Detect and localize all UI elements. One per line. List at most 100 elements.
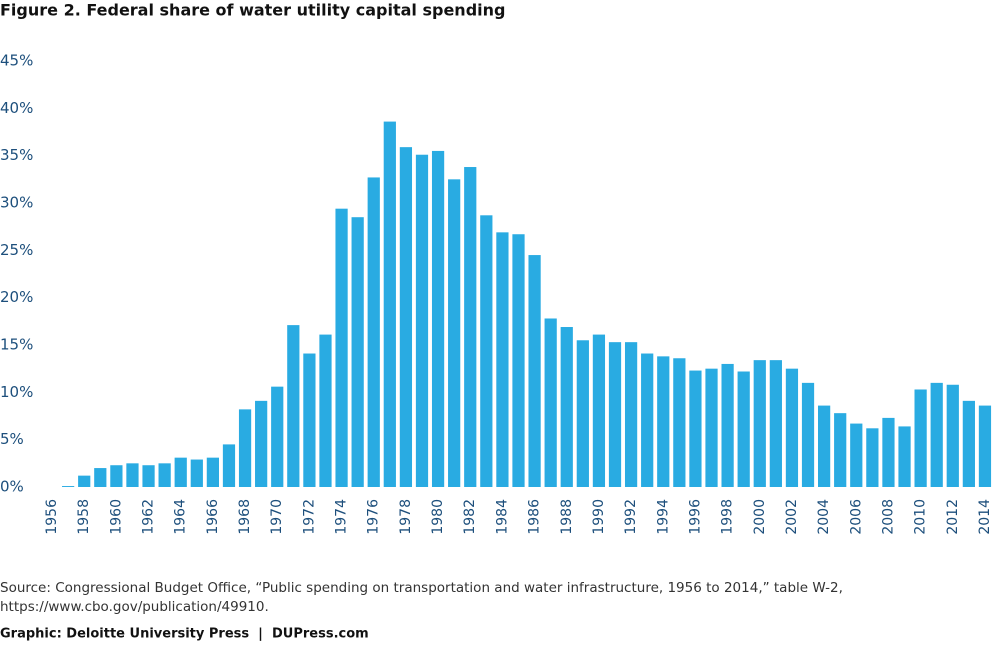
x-tick-label: 1964 [173,499,189,535]
bar [206,457,220,487]
bar [705,368,718,487]
bar [801,382,815,487]
bar [238,409,252,487]
bar [850,423,863,487]
bar [657,356,670,487]
bar [544,318,557,487]
source-line: https://www.cbo.gov/publication/49910. [0,599,269,615]
bar [271,386,284,487]
x-tick-label: 1986 [527,499,543,535]
x-tick-label: 1998 [720,499,736,535]
bar [78,475,91,487]
bar [303,353,316,487]
bar [721,363,734,487]
x-tick-label: 2014 [977,499,993,535]
y-tick-label: 0% [0,478,24,496]
x-tick-label: 1982 [462,499,478,535]
credit: Graphic: Deloitte University Press | DUP… [0,627,369,642]
bar [126,463,139,487]
x-tick-label: 1976 [366,499,382,535]
bar [94,468,107,487]
y-tick-label: 20% [0,288,33,306]
x-tick-label: 1996 [687,499,703,535]
x-tick-label: 1970 [269,499,285,535]
bar [560,327,573,487]
x-tick-label: 2000 [752,499,768,535]
x-tick-label: 2006 [848,499,864,535]
bar [174,457,187,487]
bar [464,167,477,487]
y-tick-label: 30% [0,194,33,212]
bar [448,179,461,488]
bar [641,353,654,487]
bar [110,465,123,487]
bar [576,340,589,487]
bar [399,147,413,487]
x-tick-label: 1988 [559,499,575,535]
bar [62,486,75,487]
y-tick-label: 25% [0,241,33,259]
y-tick-label: 35% [0,146,33,164]
source-line: Source: Congressional Budget Office, “Pu… [0,580,843,596]
x-tick-label: 1980 [430,499,446,535]
x-tick-label: 2002 [784,499,800,535]
bar [882,417,895,487]
x-tick-label: 1962 [141,499,157,535]
x-tick-label: 1978 [398,499,414,535]
y-tick-label: 10% [0,383,33,401]
chart-title: Figure 2. Federal share of water utility… [0,1,505,20]
bar [528,255,541,487]
bar [383,121,396,487]
bar [946,384,959,487]
bar [158,463,171,487]
bar [190,459,203,487]
x-tick-label: 1992 [623,499,639,535]
bar [319,334,332,487]
bar [737,371,750,487]
bar [335,208,348,487]
x-tick-label: 2010 [913,499,929,535]
bar [914,389,927,487]
bar [512,234,525,487]
bar [930,382,943,487]
x-tick-label: 1966 [205,499,221,535]
bar [898,426,911,487]
bar [431,150,445,487]
bar [255,400,268,487]
bar [367,177,380,487]
x-tick-label: 2012 [945,499,961,535]
bar [624,342,638,487]
bar [351,217,364,487]
bar [978,405,992,487]
x-tick-label: 1968 [237,499,253,535]
x-tick-label: 1990 [591,499,607,535]
x-tick-label: 1960 [108,499,124,535]
bar [834,413,847,487]
x-tick-label: 1974 [334,499,350,535]
y-tick-label: 40% [0,99,33,117]
bar [962,400,975,487]
x-tick-label: 2004 [816,499,832,535]
y-tick-label: 45% [0,52,33,70]
bar [866,428,879,487]
bar [608,342,622,487]
x-tick-label: 1956 [44,499,60,535]
bar [592,334,606,487]
bar [689,370,702,487]
bar [480,215,493,487]
bar [673,358,686,487]
bar [769,360,782,487]
bar [222,444,236,487]
bar [753,360,766,487]
bar [785,368,799,487]
y-tick-label: 15% [0,336,33,354]
x-tick-label: 2008 [880,499,896,535]
bar [287,325,300,487]
bar [817,405,831,487]
bar [142,465,155,487]
y-tick-label: 5% [0,430,24,448]
x-tick-label: 1994 [655,499,671,535]
x-tick-label: 1972 [301,499,317,535]
